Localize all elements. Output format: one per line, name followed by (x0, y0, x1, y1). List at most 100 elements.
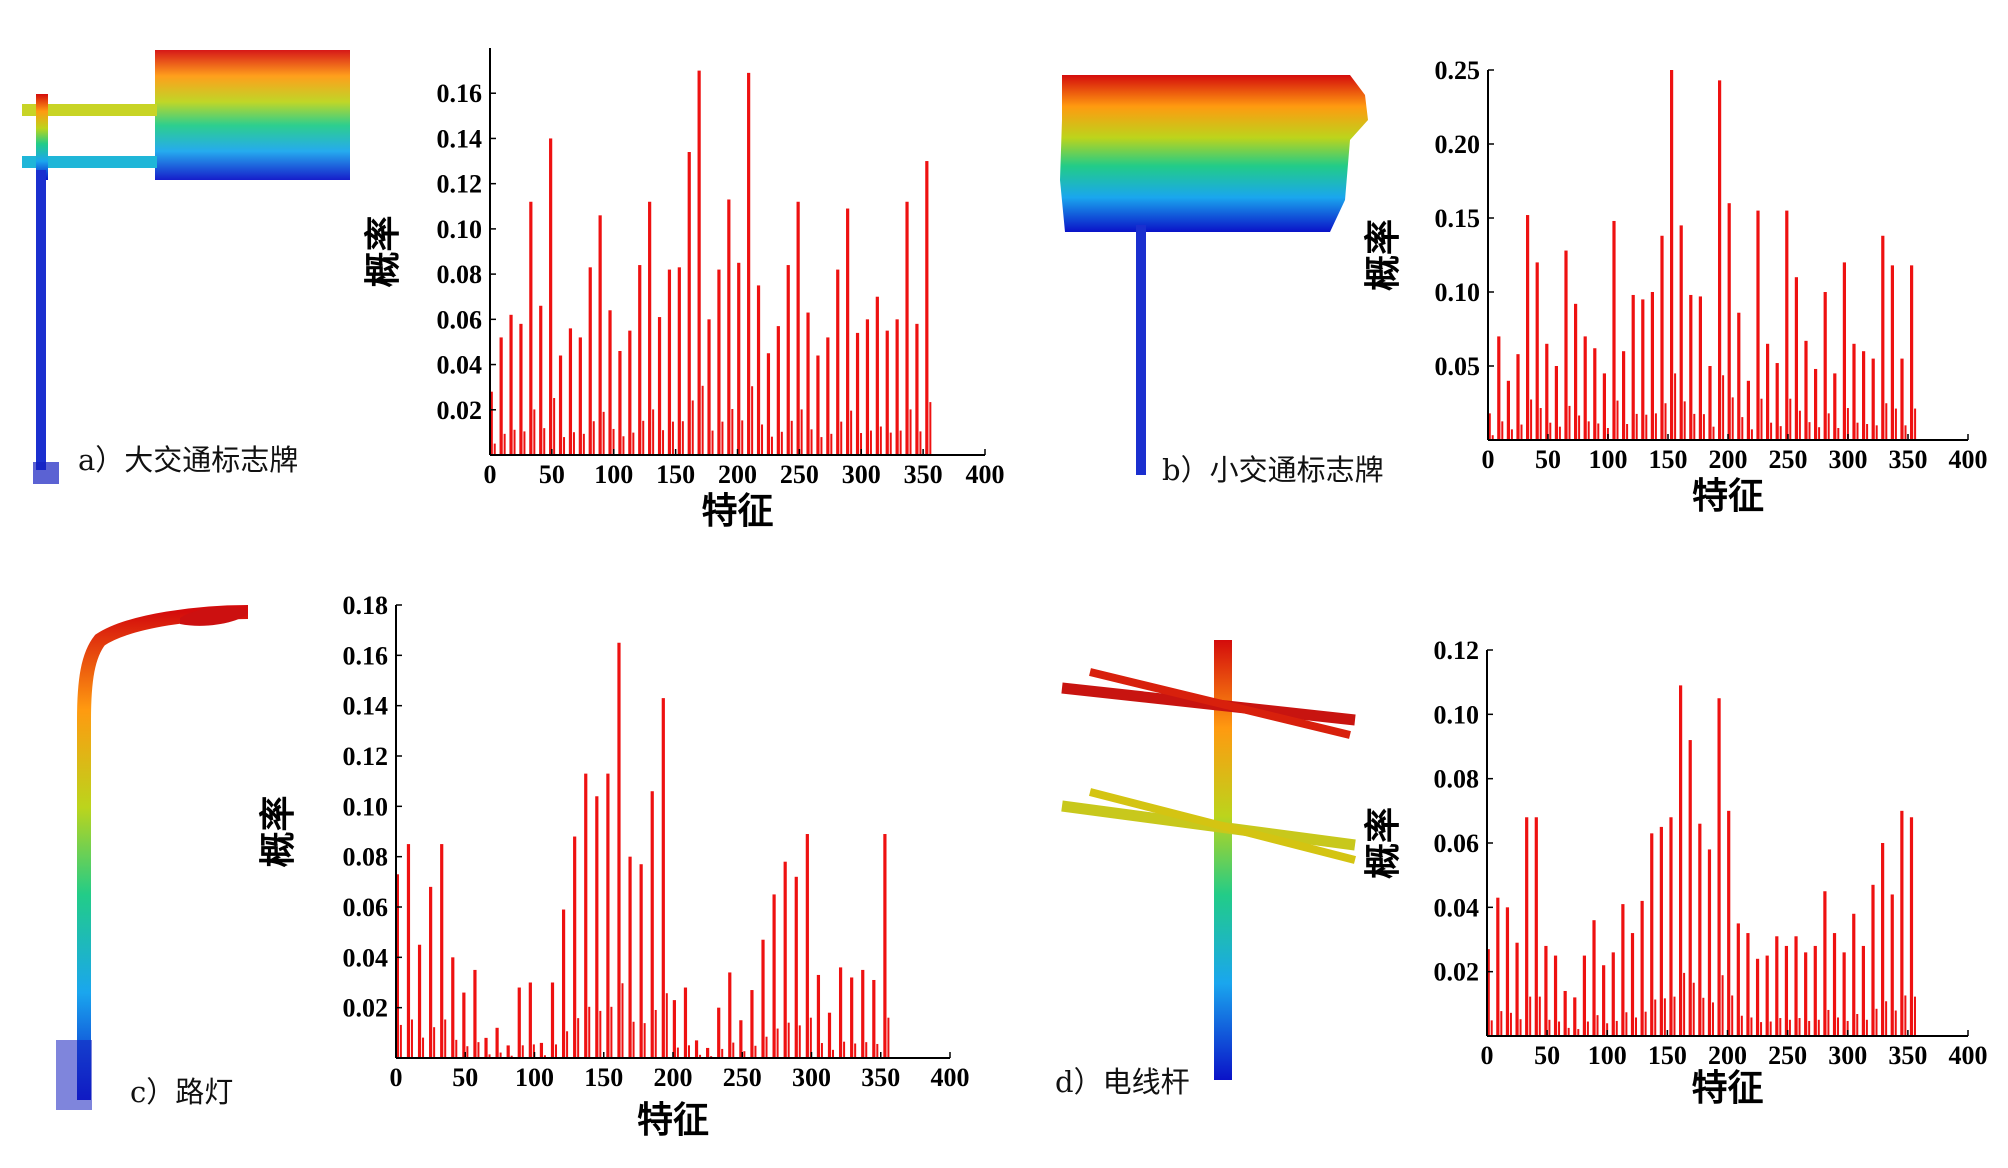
chart-2-bar-fill (843, 1041, 846, 1058)
chart-0-bar (766, 353, 771, 455)
chart-3-bar (1515, 942, 1519, 1036)
chart-3-bar-fill (1788, 1019, 1791, 1036)
chart-3-bar (1534, 817, 1538, 1036)
chart-1-bar-fill (1702, 414, 1705, 440)
chart-3-bar-fill (1769, 1021, 1772, 1036)
chart-1-bar (1900, 358, 1904, 440)
chart-2-bar (728, 972, 732, 1058)
chart-2-bar (462, 992, 466, 1058)
chart-1-bar (1506, 380, 1510, 440)
chart-0-bar-fill (751, 386, 754, 455)
chart-2-bar-fill (876, 1043, 879, 1058)
chart-2-bar-fill (865, 1042, 868, 1058)
chart-1-bar (1708, 366, 1712, 440)
chart-1-bar-fill (1616, 400, 1619, 440)
chart-0-bar (915, 323, 919, 455)
chart-1-bar (1756, 210, 1760, 440)
chart-1-bar (1641, 299, 1645, 440)
chart-3-bar-fill (1692, 982, 1695, 1036)
chart-0-bar (568, 328, 573, 455)
chart-1-bar-fill (1818, 427, 1821, 440)
chart-1-bar-fill (1885, 403, 1888, 440)
chart-3-bar-fill (1529, 996, 1532, 1036)
chart-0-bar-fill (612, 428, 615, 455)
chart-0-x-tick-label: 300 (842, 460, 881, 489)
chart-0-bar-fill (592, 421, 595, 455)
chart-3-bar-fill (1702, 997, 1705, 1036)
chart-1-bar-fill (1904, 425, 1907, 440)
chart-2-bar-fill (444, 1019, 447, 1058)
chart-1-y-tick-label: 0.25 (1435, 56, 1481, 85)
chart-2-bar (717, 1007, 721, 1058)
chart-3-bar-fill (1490, 1020, 1493, 1036)
chart-0-bar-fill (543, 428, 546, 455)
chart-2-bar-fill (588, 1006, 591, 1058)
chart-0-bar-fill (919, 431, 922, 455)
chart-3-bar-fill (1644, 1011, 1647, 1036)
chart-2-bar (750, 990, 754, 1058)
chart-0-bar-fill (701, 385, 704, 455)
chart-0-bar-fill (741, 420, 744, 455)
chart-2-y-tick-label: 0.04 (343, 943, 389, 972)
chart-1-y-title: 概率 (1363, 219, 1404, 291)
chart-1-bar-fill (1914, 408, 1917, 440)
chart-0-bar-fill (800, 409, 803, 455)
chart-2-y-title: 概率 (258, 795, 299, 867)
chart-2-bar-fill (732, 1042, 735, 1058)
chart-3-y-tick-label: 0.10 (1434, 700, 1480, 729)
chart-1-bar-fill (1491, 435, 1494, 440)
chart-0-bar-fill (731, 409, 734, 455)
chart-1-bar-fill (1635, 413, 1638, 440)
chart-0-bar-fill (810, 429, 813, 455)
chart-2-bar (484, 1037, 488, 1058)
chart-3-bar-fill (1740, 1015, 1743, 1036)
chart-0-bar (638, 265, 642, 455)
chart-2-y-tick-label: 0.18 (343, 591, 389, 620)
chart-1-bar (1766, 343, 1770, 440)
chart-2-y-tick-label: 0.06 (343, 893, 389, 922)
chart-3-bar-fill (1856, 1013, 1859, 1036)
chart-0-bar-fill (721, 421, 724, 455)
chart-2-bar-fill (887, 1017, 890, 1058)
chart-1-x-title: 特征 (1692, 476, 1764, 517)
chart-0-bar (905, 201, 909, 455)
chart-3-x-tick-label: 250 (1768, 1041, 1807, 1070)
chart-0-bar (717, 269, 721, 455)
chart-2-bar (451, 957, 455, 1058)
chart-1-x-tick-label: 400 (1949, 445, 1988, 474)
chart-0-bar (855, 332, 860, 455)
chart-3-bar-fill (1558, 1021, 1561, 1036)
chart-2-bar (473, 969, 477, 1058)
chart-0-bar-fill (513, 429, 516, 455)
chart-0-bar (509, 314, 513, 455)
chart-1-bar-fill (1539, 408, 1542, 440)
chart-1-x-tick-label: 300 (1829, 445, 1868, 474)
chart-1-bar-fill (1712, 426, 1715, 440)
charts-layer: 0 50 100 150 200 250 300 350 400 0.02 0.04 0.06 0.08… (258, 48, 1988, 1141)
chart-2-bar (429, 886, 433, 1058)
chart-0-y-tick-label: 0.04 (437, 351, 483, 380)
chart-0-x-tick-label: 50 (539, 460, 565, 489)
chart-2-x-tick-label: 300 (792, 1063, 831, 1092)
chart-3-bar (1582, 955, 1587, 1036)
chart-0-x-tick-label: 100 (594, 460, 633, 489)
chart-0-bar (747, 72, 751, 455)
chart-1-y-tick-label: 0.20 (1435, 130, 1481, 159)
chart-2-bar-fill (499, 1052, 502, 1058)
chart-2-bar-fill (765, 1036, 768, 1058)
chart-1-bar-fill (1741, 417, 1744, 440)
chart-1-bar (1718, 80, 1722, 441)
chart-3-bar-fill (1635, 1017, 1638, 1036)
chart-1-bar (1622, 351, 1626, 440)
chart-1-x-tick-label: 100 (1589, 445, 1628, 474)
chart-3-x-tick-label: 50 (1534, 1041, 1560, 1070)
chart-0-bar (816, 355, 820, 455)
chart-2-y-tick-label: 0.16 (343, 641, 389, 670)
chart-2-bar (506, 1045, 510, 1058)
chart-1-bar (1526, 215, 1530, 440)
chart-2-bar (628, 856, 632, 1058)
chart-0-bar (826, 337, 830, 455)
chart-3-bar (1621, 904, 1625, 1036)
chart-2-bar-fill (433, 1027, 436, 1058)
chart-3-bar (1794, 936, 1798, 1036)
